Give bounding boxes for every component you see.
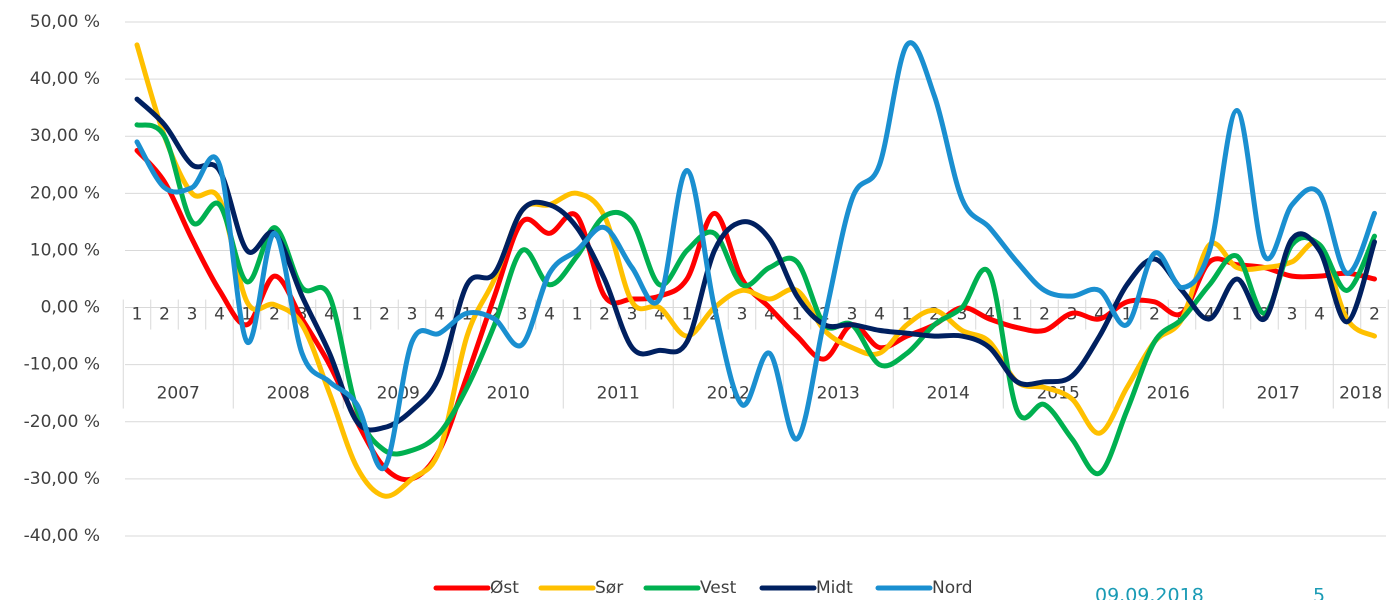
y-tick-label: 50,00 % <box>30 12 100 32</box>
x-tick-label: 3 <box>1287 305 1298 325</box>
legend-label: Vest <box>700 578 737 598</box>
x-tick-label: 2 <box>269 305 280 325</box>
x-group-label: 2009 <box>377 384 420 404</box>
x-group-label: 2017 <box>1257 384 1300 404</box>
x-tick-label: 2 <box>489 305 500 325</box>
x-tick-label: 3 <box>517 305 528 325</box>
x-tick-label: 1 <box>682 305 693 325</box>
x-group-label: 2011 <box>597 384 640 404</box>
legend-label: Nord <box>932 578 973 598</box>
x-tick-label: 1 <box>572 305 583 325</box>
series-line <box>134 42 1377 499</box>
legend-label: Sør <box>595 578 623 598</box>
x-group-label: 2013 <box>817 384 860 404</box>
x-tick-label: 1 <box>352 305 363 325</box>
legend: Øst Sør Vest Midt Nord <box>433 578 973 598</box>
series-line <box>134 96 1377 433</box>
x-tick-label: 4 <box>434 305 445 325</box>
x-group-label: 2016 <box>1147 384 1190 404</box>
x-tick-label: 1 <box>1122 305 1133 325</box>
y-tick-label: 10,00 % <box>30 240 100 260</box>
x-tick-label: 4 <box>324 305 335 325</box>
x-tick-label: 3 <box>847 305 858 325</box>
x-tick-label: 1 <box>132 305 143 325</box>
grid: 50,00 % 40,00 % 30,00 % 20,00 % 10,00 % 0,00 … <box>24 12 1386 546</box>
x-tick-label: 2 <box>1149 305 1160 325</box>
x-tick-label: 3 <box>627 305 638 325</box>
series-line <box>134 40 1377 472</box>
x-tick-label: 1 <box>792 305 803 325</box>
x-group-label: 2012 <box>707 384 750 404</box>
y-tick-label: 40,00 % <box>30 69 100 89</box>
series-line <box>134 122 1377 477</box>
x-tick-label: 2 <box>599 305 610 325</box>
y-tick-label: -10,00 % <box>24 355 100 375</box>
x-tick-label: 3 <box>407 305 418 325</box>
x-group-label: 2007 <box>157 384 200 404</box>
x-tick-label: 4 <box>544 305 555 325</box>
x-tick-label: 4 <box>984 305 995 325</box>
x-tick-label: 2 <box>379 305 390 325</box>
y-tick-label: -20,00 % <box>24 412 100 432</box>
y-tick-label: 0,00 % <box>41 298 100 318</box>
x-tick-label: 3 <box>187 305 198 325</box>
page-number: 5 <box>1313 585 1325 600</box>
x-tick-label: 2 <box>159 305 170 325</box>
x-tick-label: 3 <box>737 305 748 325</box>
x-tick-label: 1 <box>1012 305 1023 325</box>
x-tick-label: 4 <box>1094 305 1105 325</box>
x-tick-label: 4 <box>1204 305 1215 325</box>
x-tick-label: 4 <box>654 305 665 325</box>
x-tick-label: 4 <box>214 305 225 325</box>
y-tick-label: -40,00 % <box>24 526 100 546</box>
y-tick-label: 20,00 % <box>30 183 100 203</box>
lines <box>134 40 1377 499</box>
legend-label: Midt <box>816 578 853 598</box>
x-tick-label: 3 <box>957 305 968 325</box>
date-footer: 09.09.2018 <box>1095 585 1204 600</box>
x-tick-label: 2 <box>929 305 940 325</box>
legend-label: Øst <box>490 578 519 598</box>
x-group-label: 2010 <box>487 384 530 404</box>
x-tick-label: 4 <box>1314 305 1325 325</box>
x-group-label: 2018 <box>1339 384 1382 404</box>
x-tick-label: 1 <box>242 305 253 325</box>
x-tick-label: 4 <box>764 305 775 325</box>
x-tick-label: 1 <box>1232 305 1243 325</box>
y-tick-label: 30,00 % <box>30 126 100 146</box>
x-group-label: 2014 <box>927 384 970 404</box>
x-tick-label: 2 <box>1369 305 1380 325</box>
x-tick-label: 4 <box>874 305 885 325</box>
x-tick-label: 1 <box>902 305 913 325</box>
y-tick-label: -30,00 % <box>24 469 100 489</box>
x-tick-label: 2 <box>1039 305 1050 325</box>
x-group-label: 2008 <box>267 384 310 404</box>
